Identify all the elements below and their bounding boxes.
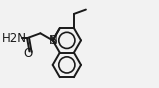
Text: S: S	[49, 34, 56, 47]
Text: H2N: H2N	[2, 32, 27, 45]
Text: N: N	[49, 34, 58, 47]
Text: O: O	[24, 47, 33, 60]
